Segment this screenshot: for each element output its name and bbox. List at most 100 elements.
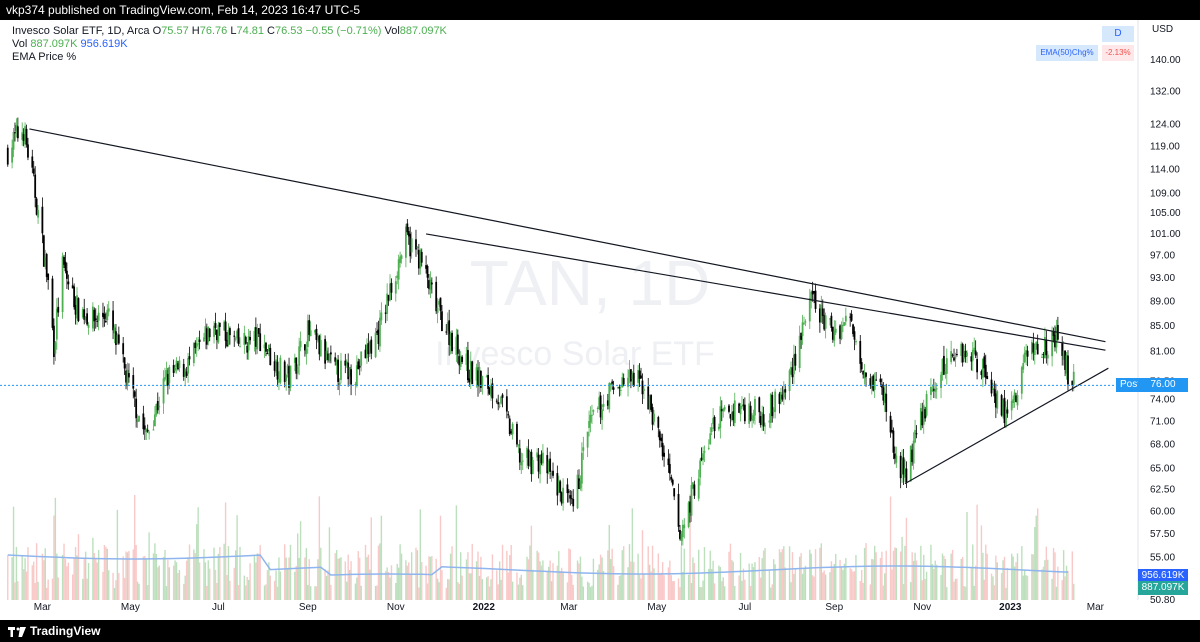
volume-bar <box>536 550 538 600</box>
trendline[interactable] <box>29 128 1106 343</box>
volume-bar <box>294 571 296 600</box>
volume-bar <box>809 549 811 600</box>
volume-bar <box>95 558 97 600</box>
candle-body <box>335 359 338 366</box>
volume-bar <box>568 548 570 600</box>
candle-body <box>546 455 549 474</box>
volume-bar <box>773 559 775 600</box>
candle-body <box>505 396 508 412</box>
legend-open: 75.57 <box>161 25 189 37</box>
candle-body <box>885 393 888 412</box>
candle-body <box>47 273 50 281</box>
volume-bar <box>1012 556 1014 600</box>
volume-bar <box>768 570 771 600</box>
volume-bar <box>269 575 271 600</box>
candle-body <box>459 356 462 367</box>
chart-area[interactable]: TAN, 1D Invesco Solar ETF 140.00 132.00 12… <box>0 20 1200 620</box>
volume-bar <box>249 563 251 600</box>
y-tick-label: 57.50 <box>1150 529 1175 540</box>
volume-bar <box>601 557 603 600</box>
volume-bar <box>478 575 481 600</box>
volume-bar <box>487 576 489 600</box>
candle-body <box>582 447 585 451</box>
candle-body <box>576 474 579 509</box>
volume-bar <box>820 543 823 600</box>
volume-bar <box>748 563 750 600</box>
candle-body <box>723 407 726 410</box>
candle-body <box>592 410 595 412</box>
candle-body <box>596 407 599 409</box>
volume-bar <box>245 585 247 600</box>
volume-bar <box>384 571 387 600</box>
currency-label[interactable]: USD <box>1152 24 1174 35</box>
candle-body <box>960 343 963 356</box>
candle-body <box>481 376 484 387</box>
volume-bar <box>921 580 923 600</box>
volume-bar <box>298 557 300 600</box>
volume-bar <box>781 549 784 600</box>
candle-body <box>954 357 957 359</box>
candle-body <box>834 328 837 333</box>
price-chart[interactable]: TAN, 1D Invesco Solar ETF 140.00 132.00 12… <box>0 20 1200 620</box>
candle-body <box>253 330 256 341</box>
volume-bar <box>885 550 887 600</box>
candle-body <box>380 312 383 321</box>
candle-body <box>379 317 381 347</box>
candle-body <box>1036 343 1039 355</box>
candle-body <box>74 304 77 315</box>
volume-bar <box>798 556 801 600</box>
volume-bar <box>687 574 690 600</box>
volume-bar <box>175 562 178 600</box>
volume-bar <box>145 558 147 600</box>
trendline[interactable] <box>425 233 1106 351</box>
candle-body <box>283 361 286 382</box>
volume-bar <box>74 547 77 600</box>
candle-body <box>966 352 968 357</box>
candle-body <box>428 280 430 289</box>
volume-bar <box>471 543 473 600</box>
candle-body <box>994 393 997 408</box>
volume-bar <box>177 572 179 600</box>
candle-body <box>709 433 712 445</box>
volume-bar <box>519 577 521 600</box>
volume-bar <box>879 558 882 600</box>
candle-body <box>833 330 836 341</box>
volume-bar <box>728 551 730 600</box>
volume-bar <box>435 558 437 600</box>
candle-body <box>875 379 878 381</box>
volume-bar <box>1031 554 1033 600</box>
volume-bar <box>102 571 104 600</box>
candle-body <box>925 394 928 416</box>
volume-bar <box>377 545 380 600</box>
legend-ema-row[interactable]: EMA Price % <box>12 51 447 64</box>
volume-bar <box>667 567 670 600</box>
candle-body <box>477 370 479 387</box>
volume-bar <box>14 582 16 600</box>
trendline[interactable] <box>904 367 1109 485</box>
candle-body <box>537 454 540 472</box>
candle-body <box>91 306 94 329</box>
volume-bar <box>15 546 18 600</box>
volume-bar <box>689 494 691 600</box>
volume-bar <box>438 582 440 600</box>
watermark-name: Invesco Solar ETF <box>435 335 715 373</box>
candle-body <box>451 332 453 352</box>
legend-symbol[interactable]: Invesco Solar ETF, 1D, Arca <box>12 25 150 37</box>
volume-bar <box>360 585 362 600</box>
volume-bar <box>517 584 520 600</box>
candle-body <box>1012 399 1015 404</box>
candle-body <box>739 406 742 415</box>
volume-bar <box>364 544 367 600</box>
volume-bar <box>556 565 559 600</box>
x-tick-label: Mar <box>34 602 52 613</box>
candle-body <box>996 391 999 409</box>
volume-bar <box>744 579 746 600</box>
volume-tag: 887.097K <box>1138 581 1188 595</box>
volume-bar <box>881 551 883 600</box>
volume-bar <box>1025 575 1027 600</box>
candle-body <box>305 348 308 355</box>
legend-volume-row[interactable]: Vol 887.097K 956.619K <box>12 38 447 51</box>
candle-body <box>761 412 764 425</box>
timeframe-badge[interactable]: D <box>1102 26 1134 42</box>
volume-bar <box>657 553 660 600</box>
